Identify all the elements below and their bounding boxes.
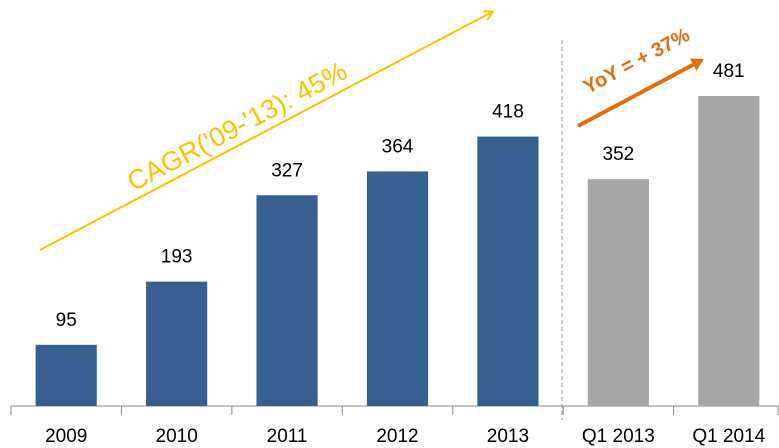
x-tick-label: Q1 2013 (582, 426, 655, 447)
bar (587, 179, 649, 406)
data-label: 352 (603, 144, 635, 165)
bar (35, 344, 97, 406)
data-label: 364 (382, 136, 414, 157)
data-label: 481 (713, 61, 745, 82)
bar (256, 195, 318, 406)
bar (146, 281, 208, 406)
data-label: 418 (492, 102, 524, 123)
bar (477, 136, 539, 406)
x-tick-label: 2009 (45, 426, 87, 447)
data-label: 193 (161, 247, 193, 268)
annotation: YoY = + 37% (580, 24, 694, 99)
bar (366, 171, 429, 406)
data-label: 95 (56, 310, 77, 331)
data-label: 327 (271, 160, 303, 181)
yoy-arrow (577, 58, 704, 128)
bar (698, 96, 760, 407)
x-tick-label: 2011 (267, 426, 308, 447)
x-tick-label: 2010 (156, 426, 198, 447)
x-tick-label: Q1 2014 (692, 426, 765, 447)
annotation: CAGR('09-'13): 45% (122, 56, 352, 197)
x-tick-label: 2013 (487, 426, 529, 447)
cagr-arrow (39, 12, 492, 251)
x-tick-label: 2012 (376, 426, 418, 447)
